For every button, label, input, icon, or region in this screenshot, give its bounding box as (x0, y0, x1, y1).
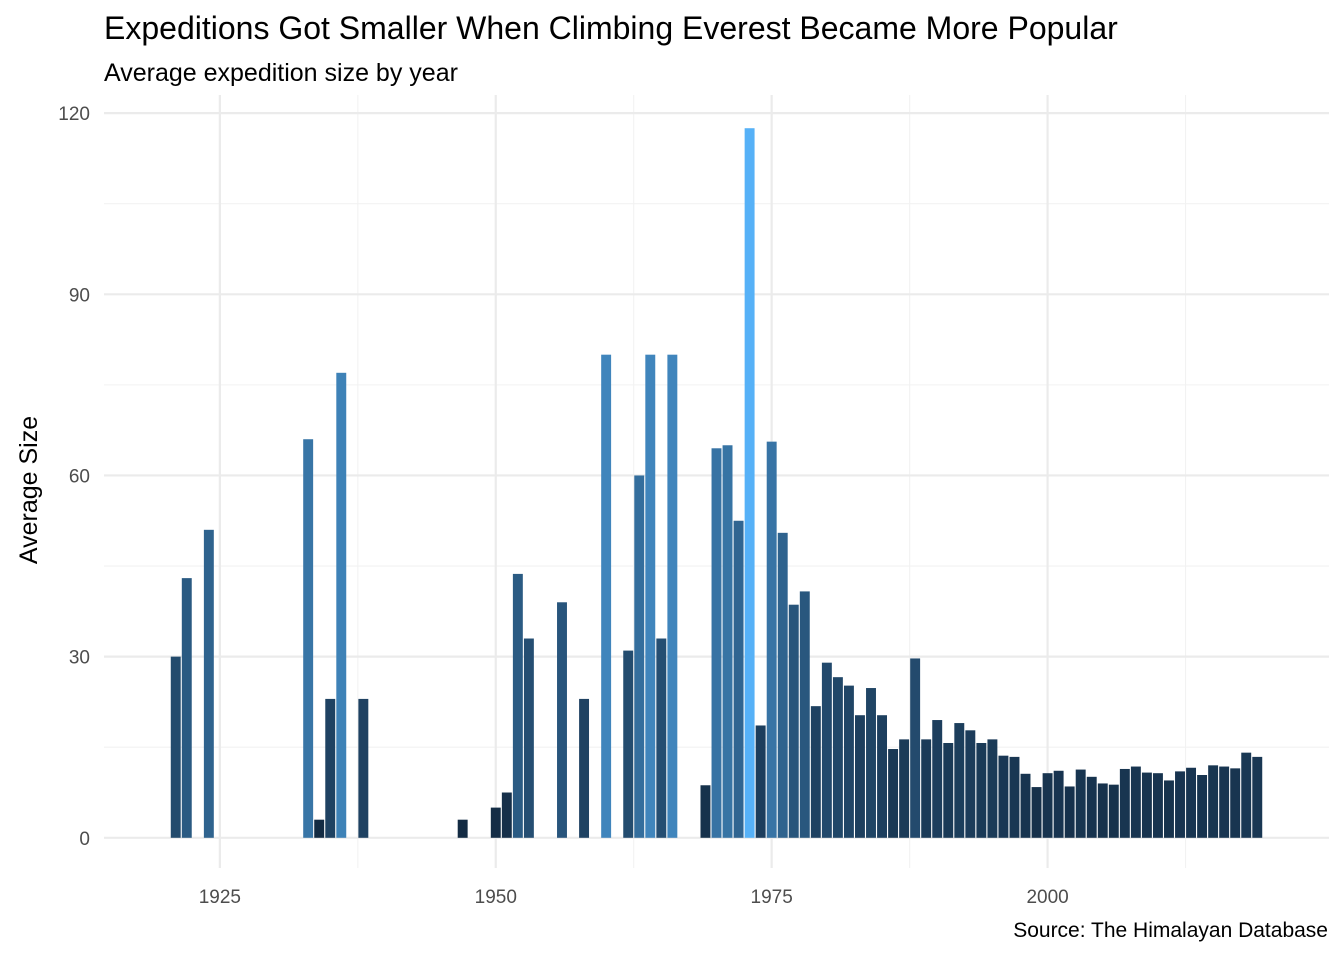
bar-1992 (954, 723, 965, 838)
x-tick-label: 1975 (751, 887, 793, 908)
bar-2011 (1164, 780, 1174, 838)
bar-2006 (1108, 784, 1119, 838)
bar-1922 (181, 578, 192, 838)
bar-2016 (1219, 766, 1230, 838)
bar-2013 (1186, 767, 1197, 838)
chart-title: Expeditions Got Smaller When Climbing Ev… (104, 10, 1118, 46)
bar-1999 (1031, 787, 1042, 838)
y-tick-label: 120 (58, 104, 90, 125)
bar-1953 (523, 638, 534, 838)
bar-1933 (303, 439, 314, 838)
y-tick-label: 30 (69, 648, 90, 669)
bar-2002 (1064, 786, 1075, 838)
y-axis-title: Average Size (15, 416, 43, 564)
bar-1984 (866, 688, 876, 838)
bar-2007 (1119, 768, 1130, 838)
bar-2008 (1130, 766, 1141, 838)
chart-subtitle: Average expedition size by year (104, 59, 458, 87)
bar-2010 (1152, 773, 1163, 838)
bar-1966 (667, 354, 678, 838)
bar-2003 (1075, 769, 1086, 838)
bar-2004 (1086, 776, 1097, 838)
bar-1990 (932, 720, 943, 838)
bar-1981 (832, 677, 843, 838)
chart-caption: Source: The Himalayan Database (1013, 919, 1328, 942)
x-tick-label: 1950 (475, 887, 517, 908)
bar-2018 (1241, 752, 1252, 838)
bar-1976 (777, 532, 788, 838)
bar-1996 (998, 755, 1009, 838)
bar-1991 (943, 742, 954, 838)
bar-1938 (358, 698, 369, 838)
bar-1956 (557, 602, 567, 838)
y-tick-label: 90 (69, 285, 90, 306)
bar-1975 (766, 441, 777, 838)
bar-2014 (1197, 774, 1208, 838)
bar-1951 (501, 792, 512, 838)
bar-2017 (1230, 768, 1241, 838)
bar-1980 (821, 662, 832, 838)
bar-1972 (733, 520, 744, 838)
bar-1947 (457, 819, 468, 838)
bar-1995 (987, 739, 998, 838)
bar-2001 (1053, 770, 1064, 838)
bar-1965 (656, 638, 667, 838)
x-tick-label: 2000 (1026, 887, 1068, 908)
bar-1952 (512, 573, 523, 838)
bar-1962 (623, 650, 634, 838)
y-tick-label: 60 (69, 466, 90, 487)
bar-1994 (976, 742, 987, 838)
bar-1997 (1009, 756, 1020, 838)
bar-1989 (921, 739, 932, 838)
bar-2012 (1175, 771, 1185, 838)
bar-1950 (490, 807, 501, 838)
bar-1971 (722, 445, 733, 838)
bar-1964 (645, 354, 656, 838)
bar-1982 (843, 685, 854, 838)
bar-1988 (910, 658, 921, 838)
bar-2015 (1208, 765, 1219, 838)
bar-1998 (1020, 773, 1031, 838)
bar-1960 (601, 354, 612, 838)
bar-1958 (579, 698, 590, 838)
y-tick-label: 0 (79, 829, 90, 850)
bar-1973 (744, 128, 755, 838)
bar-1986 (888, 749, 899, 838)
bars (170, 128, 1263, 838)
x-tick-label: 1925 (199, 887, 241, 908)
bar-1974 (755, 725, 766, 838)
bar-1977 (788, 604, 799, 838)
bar-1969 (700, 785, 711, 838)
bar-2019 (1252, 756, 1263, 838)
bar-1934 (314, 819, 325, 838)
bar-1963 (634, 475, 645, 838)
bar-1993 (965, 730, 976, 838)
bar-1970 (711, 448, 722, 838)
x-axis: 1925 1950 1975 2000 (199, 887, 1069, 908)
bar-2009 (1141, 772, 1152, 838)
bar-1921 (170, 656, 181, 838)
bar-2000 (1042, 773, 1053, 838)
bar-1978 (799, 591, 810, 838)
bar-1979 (810, 706, 821, 838)
bar-1924 (203, 529, 214, 838)
y-axis: 0 30 60 90 120 (58, 104, 90, 850)
bar-1987 (899, 739, 910, 838)
bar-1935 (325, 698, 336, 838)
bar-1983 (855, 715, 865, 838)
bar-2005 (1097, 783, 1108, 838)
bar-1936 (336, 372, 347, 838)
bar-1985 (877, 715, 888, 838)
